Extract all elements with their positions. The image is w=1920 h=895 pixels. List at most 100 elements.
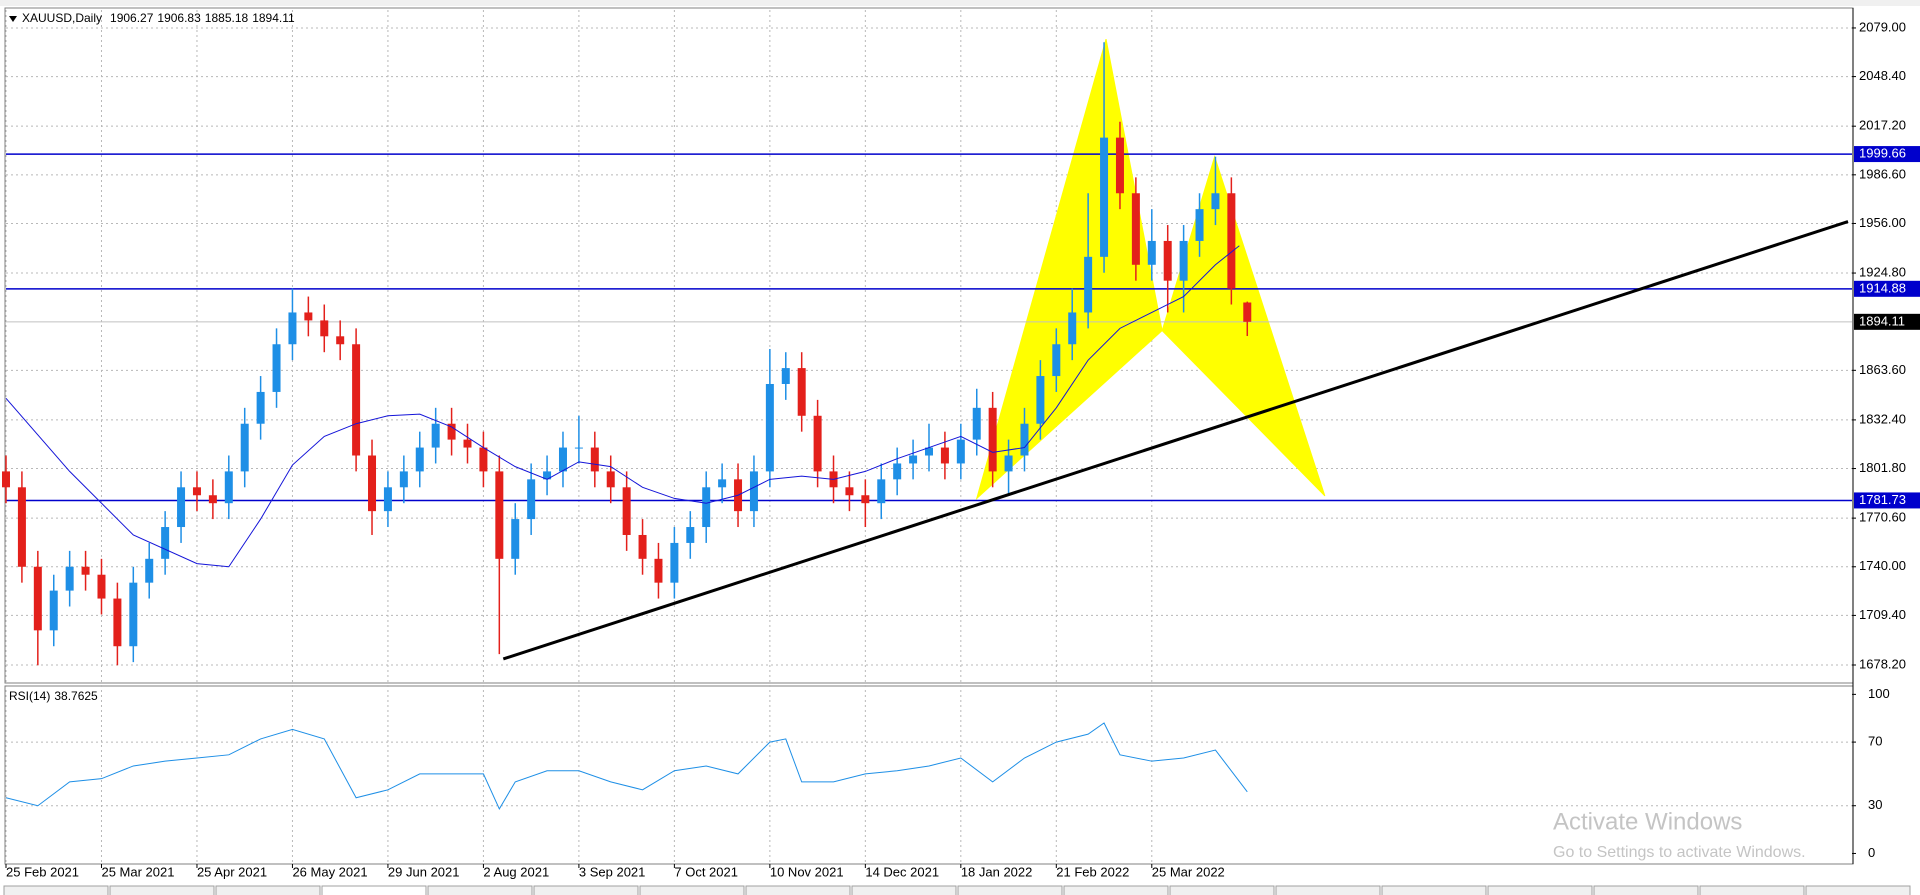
- level-label: 1914.88: [1859, 280, 1906, 295]
- tab[interactable]: [851, 885, 957, 895]
- x-tick-label: 2 Aug 2021: [483, 864, 549, 879]
- x-tick-label: 25 Mar 2021: [101, 864, 174, 879]
- watermark-subtitle: Go to Settings to activate Windows.: [1553, 844, 1806, 861]
- candle-body: [161, 527, 170, 559]
- y-tick-label: 0: [1868, 845, 1875, 860]
- candle-body: [1020, 423, 1029, 456]
- candle-body: [1227, 193, 1236, 289]
- tab[interactable]: [957, 885, 1063, 895]
- candle-body: [877, 479, 886, 504]
- candle-body: [479, 447, 488, 472]
- candle-body: [527, 479, 536, 520]
- rsi-line: [5, 722, 1248, 810]
- tab[interactable]: [427, 885, 533, 895]
- candle-body: [1115, 137, 1124, 194]
- tab[interactable]: [215, 885, 321, 895]
- candle-body: [272, 344, 281, 392]
- candle-body: [988, 407, 997, 472]
- candle-body: [65, 566, 74, 591]
- x-tick-label: 25 Feb 2021: [6, 864, 79, 879]
- tab[interactable]: [745, 885, 851, 895]
- y-tick-label: 30: [1868, 797, 1882, 812]
- candle-body: [654, 558, 663, 583]
- candle-body: [925, 447, 933, 456]
- y-tick-label: 2017.20: [1859, 118, 1906, 133]
- candle-body: [81, 566, 90, 575]
- candle-body: [813, 415, 822, 472]
- y-tick-label: 1924.80: [1859, 264, 1906, 279]
- candle-body: [972, 407, 981, 440]
- candle-body: [749, 471, 758, 512]
- candle-body: [495, 471, 504, 559]
- tab[interactable]: [1593, 885, 1699, 895]
- candle-body: [543, 471, 552, 480]
- candle-body: [765, 383, 774, 472]
- tab[interactable]: [1063, 885, 1169, 895]
- tab[interactable]: [1699, 885, 1805, 895]
- level-label-box: [1854, 280, 1920, 297]
- candle-body: [1036, 376, 1045, 424]
- chart-header: XAUUSD,Daily 1906.27 1906.83 1885.18 1894.11: [22, 11, 295, 25]
- tab[interactable]: [109, 885, 215, 895]
- tab[interactable]: [1275, 885, 1381, 895]
- candle-body: [606, 471, 615, 488]
- y-tick-label: 1709.40: [1859, 607, 1906, 622]
- current-price-label: 1894.11: [1859, 313, 1905, 328]
- candle-body: [288, 312, 297, 345]
- tab[interactable]: [321, 885, 427, 895]
- tab[interactable]: [1487, 885, 1593, 895]
- candle-body: [320, 320, 329, 337]
- candle-body: [1163, 240, 1172, 281]
- candle-body: [1211, 193, 1220, 210]
- candle-body: [1243, 302, 1252, 322]
- candle-body: [718, 479, 727, 488]
- tab[interactable]: [1805, 885, 1911, 895]
- menu-arrow[interactable]: [9, 16, 17, 22]
- candle-body: [113, 598, 122, 647]
- candle-body: [224, 471, 233, 504]
- x-tick-label: 25 Apr 2021: [197, 864, 267, 879]
- candle-body: [511, 519, 520, 559]
- candle-body: [192, 487, 201, 496]
- x-tick-label: 7 Oct 2021: [674, 864, 738, 879]
- header-value: 1906.83: [157, 11, 201, 25]
- candle-body: [893, 463, 902, 480]
- tab[interactable]: [639, 885, 745, 895]
- y-tick-label: 2048.40: [1859, 68, 1906, 83]
- header-value: XAUUSD,Daily: [22, 11, 102, 25]
- y-tick-label: 1986.60: [1859, 166, 1906, 181]
- candle-body: [622, 487, 631, 535]
- candle-body: [256, 391, 265, 424]
- rsi-header: RSI(14) 38.7625: [9, 689, 98, 703]
- candle-body: [97, 574, 106, 599]
- candle-body: [336, 336, 345, 345]
- y-tick-label: 1740.00: [1859, 558, 1906, 573]
- candle-body: [1195, 209, 1204, 241]
- tab[interactable]: [1381, 885, 1487, 895]
- candle-body: [1004, 455, 1013, 472]
- y-tick-label: 1801.80: [1859, 460, 1906, 475]
- candle-body: [1147, 240, 1156, 265]
- candle-body: [590, 447, 599, 472]
- candle-body: [240, 423, 249, 472]
- header-value: 1885.18: [205, 11, 249, 25]
- candle-body: [368, 455, 377, 512]
- tab[interactable]: [533, 885, 639, 895]
- candle-body: [845, 487, 854, 496]
- current-price-box: [1854, 313, 1920, 330]
- symbol-tabs: [3, 885, 1911, 895]
- y-tick-label: 1956.00: [1859, 215, 1906, 230]
- candle-body: [447, 423, 456, 440]
- header-value: 1906.27: [110, 11, 154, 25]
- watermark-title: Activate Windows: [1553, 808, 1742, 835]
- tab[interactable]: [1169, 885, 1275, 895]
- candle-body: [638, 534, 647, 559]
- candle-body: [208, 495, 217, 504]
- candle-body: [304, 312, 313, 321]
- level-label: 1999.66: [1859, 146, 1906, 161]
- tab[interactable]: [3, 885, 109, 895]
- price-panel-border: [4, 7, 1854, 684]
- y-tick-label: 70: [1868, 734, 1882, 749]
- x-tick-label: 29 Jun 2021: [388, 864, 460, 879]
